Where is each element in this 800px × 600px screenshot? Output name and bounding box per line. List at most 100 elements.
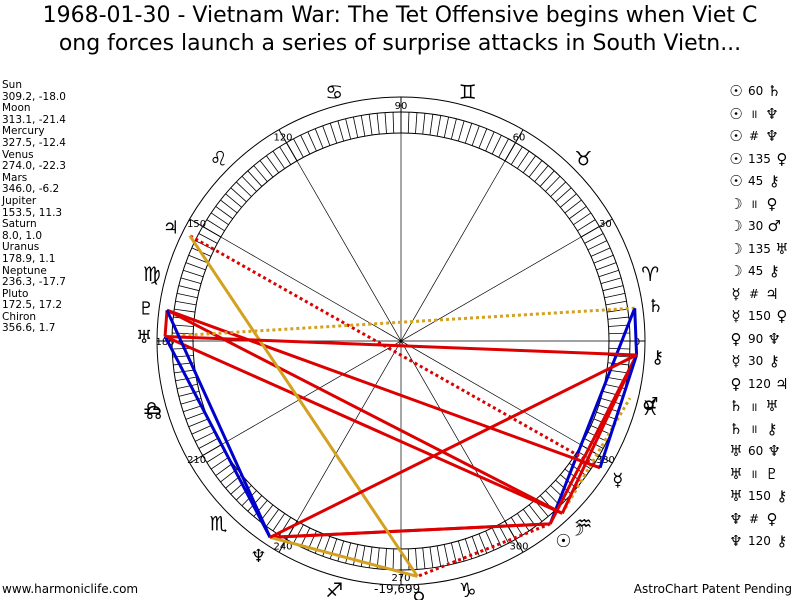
band-tick	[206, 450, 225, 463]
band-tick	[178, 285, 200, 292]
band-tick	[415, 548, 418, 570]
position-name: Venus	[2, 148, 34, 161]
aspect-planet-2-glyph: ♂	[767, 217, 781, 236]
degree-label: 60	[513, 133, 526, 144]
band-tick	[368, 114, 373, 136]
aspect-planet-2-glyph: ♆	[765, 104, 779, 123]
band-tick	[516, 513, 530, 532]
band-tick	[198, 438, 218, 449]
band-tick	[352, 544, 359, 566]
aspect-symbol: ॥	[750, 399, 758, 414]
aspect-list-item: ☿ 30 ⚷	[728, 350, 798, 373]
band-tick	[573, 212, 592, 226]
aspect-list-item: ♅ 150 ⚷	[728, 485, 798, 508]
band-tick	[429, 546, 434, 568]
aspect-symbol: 45	[748, 174, 764, 189]
aspect-symbol: 90	[748, 331, 764, 346]
aspect-line	[164, 334, 637, 357]
aspect-planet-1-glyph: ☉	[729, 104, 743, 123]
title-line-1: 1968-01-30 - Vietnam War: The Tet Offens…	[42, 3, 758, 28]
aspect-symbol: #	[748, 129, 760, 144]
aspect-symbol: 135	[748, 151, 771, 166]
band-tick	[443, 116, 450, 138]
band-tick	[272, 150, 286, 169]
aspect-planet-1-glyph: ☽	[729, 217, 743, 236]
zodiac-sign-glyph: ♓	[641, 396, 659, 420]
band-tick	[175, 300, 197, 306]
aspect-planet-1-glyph: ☿	[731, 352, 741, 371]
aspect-planet-1-glyph: ☽	[729, 194, 743, 213]
band-tick	[436, 545, 442, 567]
band-tick	[491, 135, 502, 155]
aspect-symbol: 30	[748, 354, 764, 369]
aspect-symbol: 120	[748, 376, 771, 391]
band-tick	[564, 199, 582, 214]
band-tick	[443, 544, 450, 566]
zodiac-sign-glyph: ♎	[143, 396, 161, 420]
band-tick	[415, 112, 418, 134]
planet-glyph: ☊	[146, 403, 162, 424]
band-tick	[360, 115, 366, 137]
band-tick	[337, 120, 345, 142]
band-tick	[457, 540, 465, 562]
degree-label: 210	[187, 455, 206, 466]
band-tick	[485, 131, 495, 152]
aspect-list-item: ☉ # ♆	[728, 125, 798, 148]
band-tick	[215, 462, 233, 476]
aspect-symbol: 30	[748, 219, 764, 234]
band-tick	[272, 513, 286, 532]
band-tick	[215, 206, 233, 220]
aspect-symbol: 120	[748, 534, 771, 549]
house-line	[220, 236, 582, 446]
band-tick	[322, 125, 331, 146]
band-tick	[188, 418, 209, 428]
aspect-list-item: ☽ 45 ⚷	[728, 260, 798, 283]
band-tick	[604, 292, 626, 299]
aspect-list-item: ☉ 135 ♀	[728, 148, 798, 171]
position-value: 178.9, 1.1	[2, 252, 56, 265]
aspect-planet-1-glyph: ☉	[729, 149, 743, 168]
band-tick	[590, 247, 611, 257]
aspect-list-item: ♀ 120 ♃	[728, 373, 798, 396]
band-tick	[176, 383, 198, 390]
band-tick	[172, 324, 194, 327]
zodiac-sign-glyph: ♒	[574, 511, 592, 535]
aspect-list-item: ☉ 45 ⚷	[728, 170, 798, 193]
position-name: Neptune	[2, 264, 47, 277]
position-value: 346.0, -6.2	[2, 183, 60, 196]
aspect-line	[164, 306, 635, 338]
band-tick	[528, 160, 543, 178]
aspect-symbol: ॥	[750, 422, 758, 437]
zodiac-sign-glyph: ♐	[325, 578, 343, 600]
aspect-symbol: #	[748, 511, 760, 526]
band-tick	[210, 212, 229, 226]
band-tick	[593, 254, 614, 264]
position-value: 309.2, -18.0	[2, 90, 66, 103]
band-tick	[195, 431, 215, 442]
footer-patent: AstroChart Patent Pending	[633, 582, 792, 596]
band-tick	[522, 155, 536, 173]
aspect-planet-2-glyph: ♆	[765, 127, 779, 146]
band-tick	[293, 138, 304, 158]
band-tick	[555, 187, 572, 203]
aspect-planet-2-glyph: ⚷	[768, 262, 780, 281]
band-tick	[300, 135, 311, 155]
position-name: Sun	[2, 79, 22, 91]
aspect-planet-1-glyph: ☉	[729, 172, 743, 191]
band-tick	[498, 138, 509, 158]
planet-glyph: ♂	[642, 394, 658, 415]
band-tick	[560, 193, 577, 208]
degree-label: 330	[596, 455, 615, 466]
position-value: 236.3, -17.7	[2, 276, 66, 289]
aspect-planet-1-glyph: ♅	[729, 442, 743, 461]
band-tick	[183, 404, 204, 413]
aspect-planet-2-glyph: ♄	[767, 82, 781, 101]
sign-boundary-line	[278, 129, 298, 162]
aspect-planet-2-glyph: ⚷	[768, 172, 780, 191]
band-tick	[345, 542, 352, 564]
band-tick	[176, 292, 198, 299]
aspect-planet-1-glyph: ☽	[729, 262, 743, 281]
zodiac-sign-glyph: ♋	[325, 80, 343, 104]
aspect-list-item: ♅ ॥ ♇	[728, 463, 798, 486]
band-tick	[407, 112, 410, 134]
